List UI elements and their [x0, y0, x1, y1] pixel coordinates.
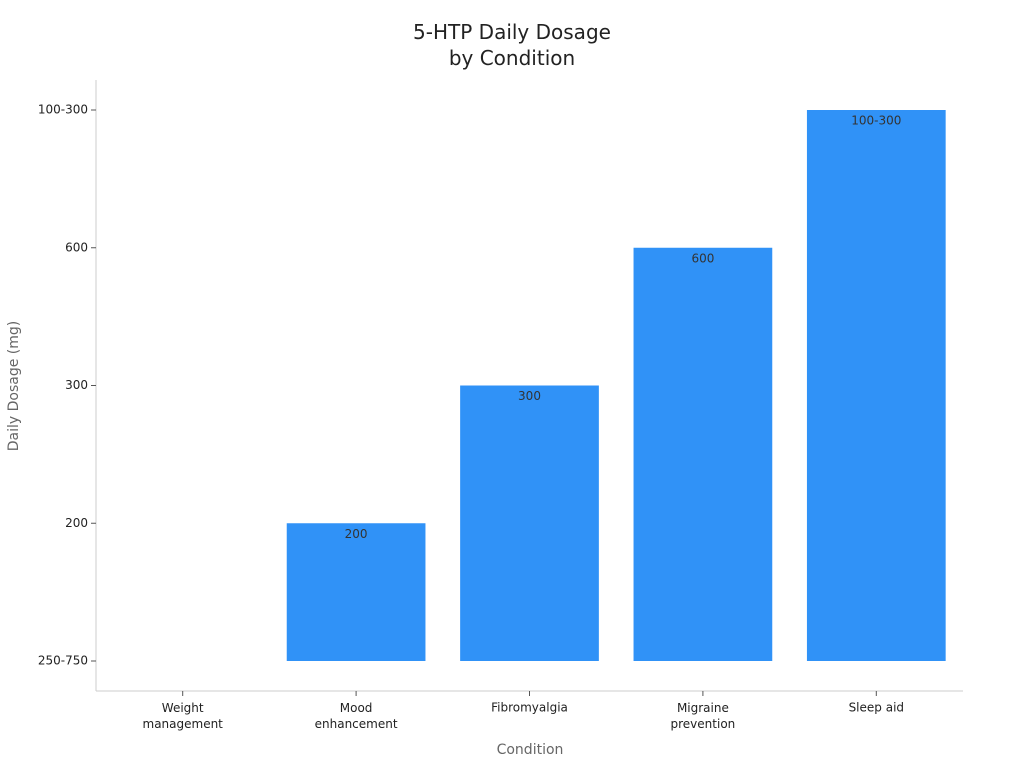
y-tick-label: 100-300 — [38, 103, 88, 117]
y-tick-label: 200 — [65, 516, 88, 530]
x-tick-label: Sleep aid — [849, 701, 904, 715]
bar — [286, 523, 426, 661]
y-tick-label: 300 — [65, 378, 88, 392]
bar — [460, 385, 599, 661]
bar — [633, 247, 773, 661]
chart-title: 5-HTP Daily Dosage by Condition — [413, 20, 611, 70]
value-label: 100-300 — [851, 114, 901, 128]
x-tick-label: Weight management — [143, 701, 224, 731]
y-tick-label: 600 — [65, 240, 88, 254]
y-tick-label: 250-750 — [38, 654, 88, 668]
value-label: 200 — [345, 527, 368, 541]
x-tick-label: Migraine prevention — [671, 701, 736, 731]
value-label: 300 — [518, 389, 541, 403]
bar — [806, 110, 946, 661]
x-axis-title: Condition — [497, 742, 564, 758]
value-label: 600 — [691, 251, 714, 265]
y-axis-title: Daily Dosage (mg) — [6, 321, 22, 452]
x-tick-label: Mood enhancement — [315, 701, 398, 731]
x-tick-label: Fibromyalgia — [491, 701, 568, 715]
